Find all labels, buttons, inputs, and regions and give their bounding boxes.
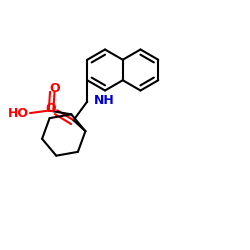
Text: O: O [46,102,56,116]
Text: NH: NH [94,94,114,107]
Text: O: O [49,82,60,95]
Text: HO: HO [8,106,29,120]
